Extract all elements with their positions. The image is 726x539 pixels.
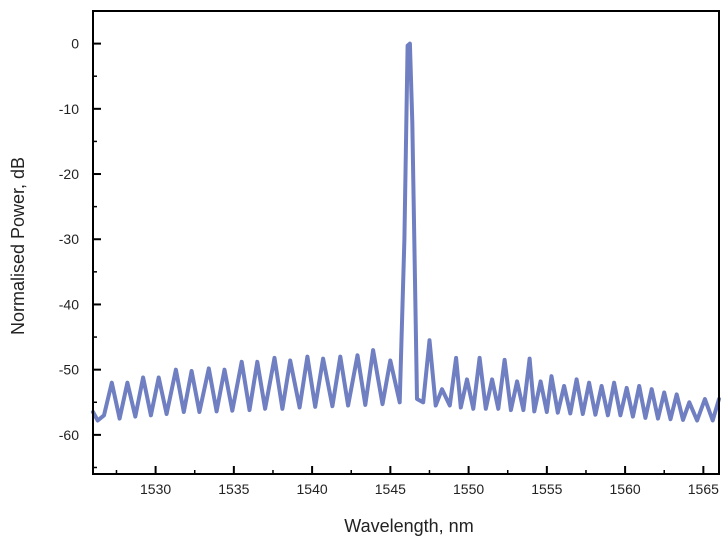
y-tick-label: -40	[59, 296, 79, 312]
x-tick-label: 1535	[218, 481, 249, 497]
y-tick-label: -50	[59, 362, 79, 378]
x-tick-label: 1555	[531, 481, 562, 497]
y-tick-label: -30	[59, 231, 79, 247]
x-tick-label: 1550	[453, 481, 484, 497]
y-tick-label: 0	[71, 36, 79, 52]
axes: 1530 1535 1540 1545 1550 1555 1560 1565 0 -10 -20 -…	[59, 10, 720, 497]
x-tick-label: 1540	[297, 481, 328, 497]
y-axis-title: Normalised Power, dB	[8, 157, 28, 335]
x-tick-label: 1565	[688, 481, 719, 497]
y-tick-label: -10	[59, 101, 79, 117]
series-line-0	[91, 41, 721, 423]
x-tick-label: 1530	[140, 481, 171, 497]
y-tick-label: -20	[59, 166, 79, 182]
x-tick-label: 1560	[610, 481, 641, 497]
plot-frame	[92, 10, 720, 475]
x-tick-label: 1545	[375, 481, 406, 497]
y-tick-label: -60	[59, 427, 79, 443]
plot-area	[91, 41, 721, 423]
x-axis-title: Wavelength, nm	[344, 516, 473, 536]
